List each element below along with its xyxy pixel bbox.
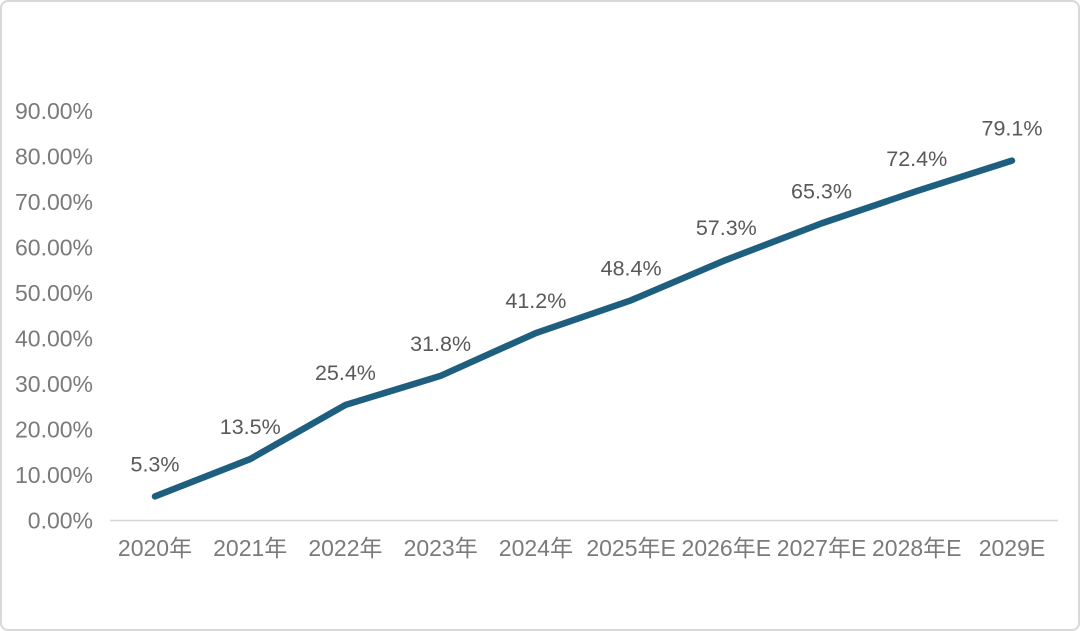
y-axis-tick-label: 40.00% [15, 326, 93, 352]
y-axis-tick-label: 80.00% [15, 144, 93, 170]
data-point-label: 25.4% [315, 361, 376, 385]
y-axis-tick-label: 0.00% [28, 508, 93, 534]
data-point-label: 41.2% [505, 289, 566, 313]
data-point-label: 57.3% [696, 216, 757, 240]
data-point-label: 65.3% [791, 179, 852, 203]
x-axis-category-label: 2029E [979, 535, 1046, 561]
y-axis-tick-label: 70.00% [15, 189, 93, 215]
x-axis-category-label: 2027年E [777, 535, 867, 561]
y-axis-tick-label: 30.00% [15, 371, 93, 397]
x-axis-category-label: 2028年E [872, 535, 962, 561]
y-axis-tick-label: 90.00% [15, 98, 93, 124]
x-axis-category-label: 2022年 [308, 535, 382, 561]
y-axis-tick-label: 10.00% [15, 462, 93, 488]
x-axis-category-label: 2020年 [118, 535, 192, 561]
x-axis-category-label: 2023年 [404, 535, 478, 561]
y-axis-tick-label: 20.00% [15, 417, 93, 443]
data-point-label: 31.8% [410, 332, 471, 356]
x-axis-category-label: 2021年 [213, 535, 287, 561]
data-point-label: 48.4% [601, 256, 662, 280]
trend-line [151, 157, 1016, 500]
x-axis-category-label: 2026年E [682, 535, 772, 561]
data-point-label: 5.3% [130, 452, 179, 476]
data-point-label: 72.4% [886, 147, 947, 171]
x-axis-category-label: 2025年E [586, 535, 676, 561]
y-axis-tick-label: 60.00% [15, 235, 93, 261]
y-axis-tick-label: 50.00% [15, 280, 93, 306]
x-axis-category-label: 2024年 [499, 535, 573, 561]
data-point-label: 13.5% [220, 415, 281, 439]
data-point-label: 79.1% [981, 117, 1042, 141]
